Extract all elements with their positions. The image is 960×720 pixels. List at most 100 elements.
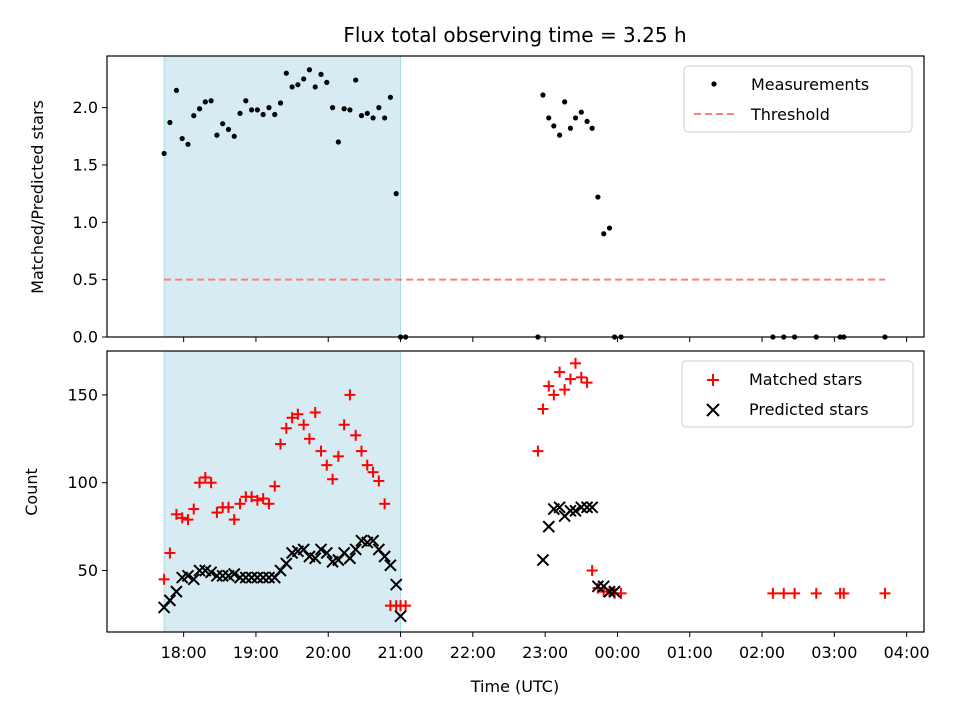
chart-title: Flux total observing time = 3.25 h [343,23,686,47]
predicted-star-point [378,550,391,563]
matched-star-point [355,445,367,457]
measurement-point [601,231,607,237]
x-tick-label: 20:00 [305,643,351,662]
measurement-point [167,119,173,126]
matched-star-point [182,514,194,526]
bottom-panel-frame [106,350,925,633]
measurement-point [606,225,613,231]
y-tick-label: 2.0 [73,98,98,117]
measurement-point [306,67,313,73]
legend-marker-predicted [706,403,720,417]
predicted-star-point [204,566,218,579]
matched-star-point [789,587,801,599]
x-tick-label: 03:00 [811,643,857,662]
legend-label-threshold: Threshold [750,105,830,124]
measurement-point [231,133,237,139]
legend-marker-matched [707,374,719,386]
matched-star-point [581,377,593,389]
matched-star-point [559,384,571,396]
measurement-point [370,115,376,121]
x-tick-label: 04:00 [884,643,930,662]
measurement-point [202,99,208,105]
y-tick-label: 100 [67,473,98,492]
matched-star-point [211,507,223,519]
predicted-star-point [603,585,616,598]
y-tick-label: 50 [78,561,98,580]
predicted-star-point [233,571,247,584]
matched-star-point [338,419,350,431]
predicted-star-point [536,553,550,567]
matched-star-point [199,471,211,483]
predicted-star-point [187,573,200,586]
measurement-point [249,107,255,113]
measurement-point [318,71,324,77]
top-panel: 0.00.51.01.52.0 Matched/Predicted stars … [28,55,925,347]
predicted-star-point [585,501,599,514]
measurement-point [335,139,341,145]
y-tick-label: 0.5 [73,270,98,289]
x-axis-label: Time (UTC) [470,677,559,696]
measurement-point [557,132,563,138]
top-panel-ylabel: Matched/Predicted stars [28,100,47,294]
measurement-point [358,113,365,119]
measurement-point [324,79,330,85]
predicted-star-point [389,578,403,591]
measurement-point [329,105,336,111]
y-tick-label: 150 [67,385,98,404]
measurement-point [295,82,301,88]
matched-star-point [321,459,333,471]
measurement-point [347,107,353,113]
x-tick-label: 23:00 [522,643,568,662]
bottom-legend-box [681,360,914,428]
matched-star-point [263,498,275,510]
measurement-point [220,121,226,127]
matched-star-point [298,419,310,431]
matched-star-point [361,459,373,471]
matched-star-point [309,406,321,418]
matched-star-point [543,380,555,392]
measurement-point [376,105,382,111]
predicted-star-point [314,543,328,556]
measurement-point [237,110,243,116]
matched-star-point [810,587,822,599]
matched-star-point [280,422,292,434]
predicted-star-point [210,569,224,583]
x-tick-label: 02:00 [739,643,785,662]
matched-star-point [292,408,304,420]
predicted-star-point [591,580,605,593]
observing-span [163,55,402,338]
predicted-star-point [569,504,582,518]
x-tick-label: 19:00 [233,643,279,662]
matched-star-point [575,371,587,383]
predicted-star-point [193,564,206,577]
measurement-point [551,123,557,129]
measurement-point [214,132,220,138]
matched-star-point [222,501,234,513]
measurement-point [272,111,278,118]
matched-star-point [269,480,281,492]
measurement-point [584,118,590,124]
predicted-star-point [239,571,253,584]
predicted-star-point [384,559,397,572]
measurement-point [382,115,388,121]
predicted-star-point [553,501,566,514]
matched-star-point [548,389,560,401]
x-tick-label: 18:00 [161,643,207,662]
predicted-star-point [608,585,621,598]
bottom-legend: Matched stars Predicted stars [681,360,914,428]
measurement-point [301,76,307,82]
measurement-point [567,125,574,131]
measurement-point [540,92,546,98]
matched-star-point [838,587,850,599]
measurement-point [161,150,167,157]
matched-star-point [158,573,170,585]
bottom-panel: 50 100 150 18:00 19:00 20:00 21:00 22:00 23:00 0… [22,350,930,696]
measurement-point [546,115,552,121]
measurement-point [595,194,601,200]
matched-star-point [554,366,566,378]
measurement-point [254,107,260,113]
predicted-star-point [228,567,241,581]
measurement-point [260,111,266,118]
measurement-point [289,84,295,90]
matched-star-point [879,587,891,599]
